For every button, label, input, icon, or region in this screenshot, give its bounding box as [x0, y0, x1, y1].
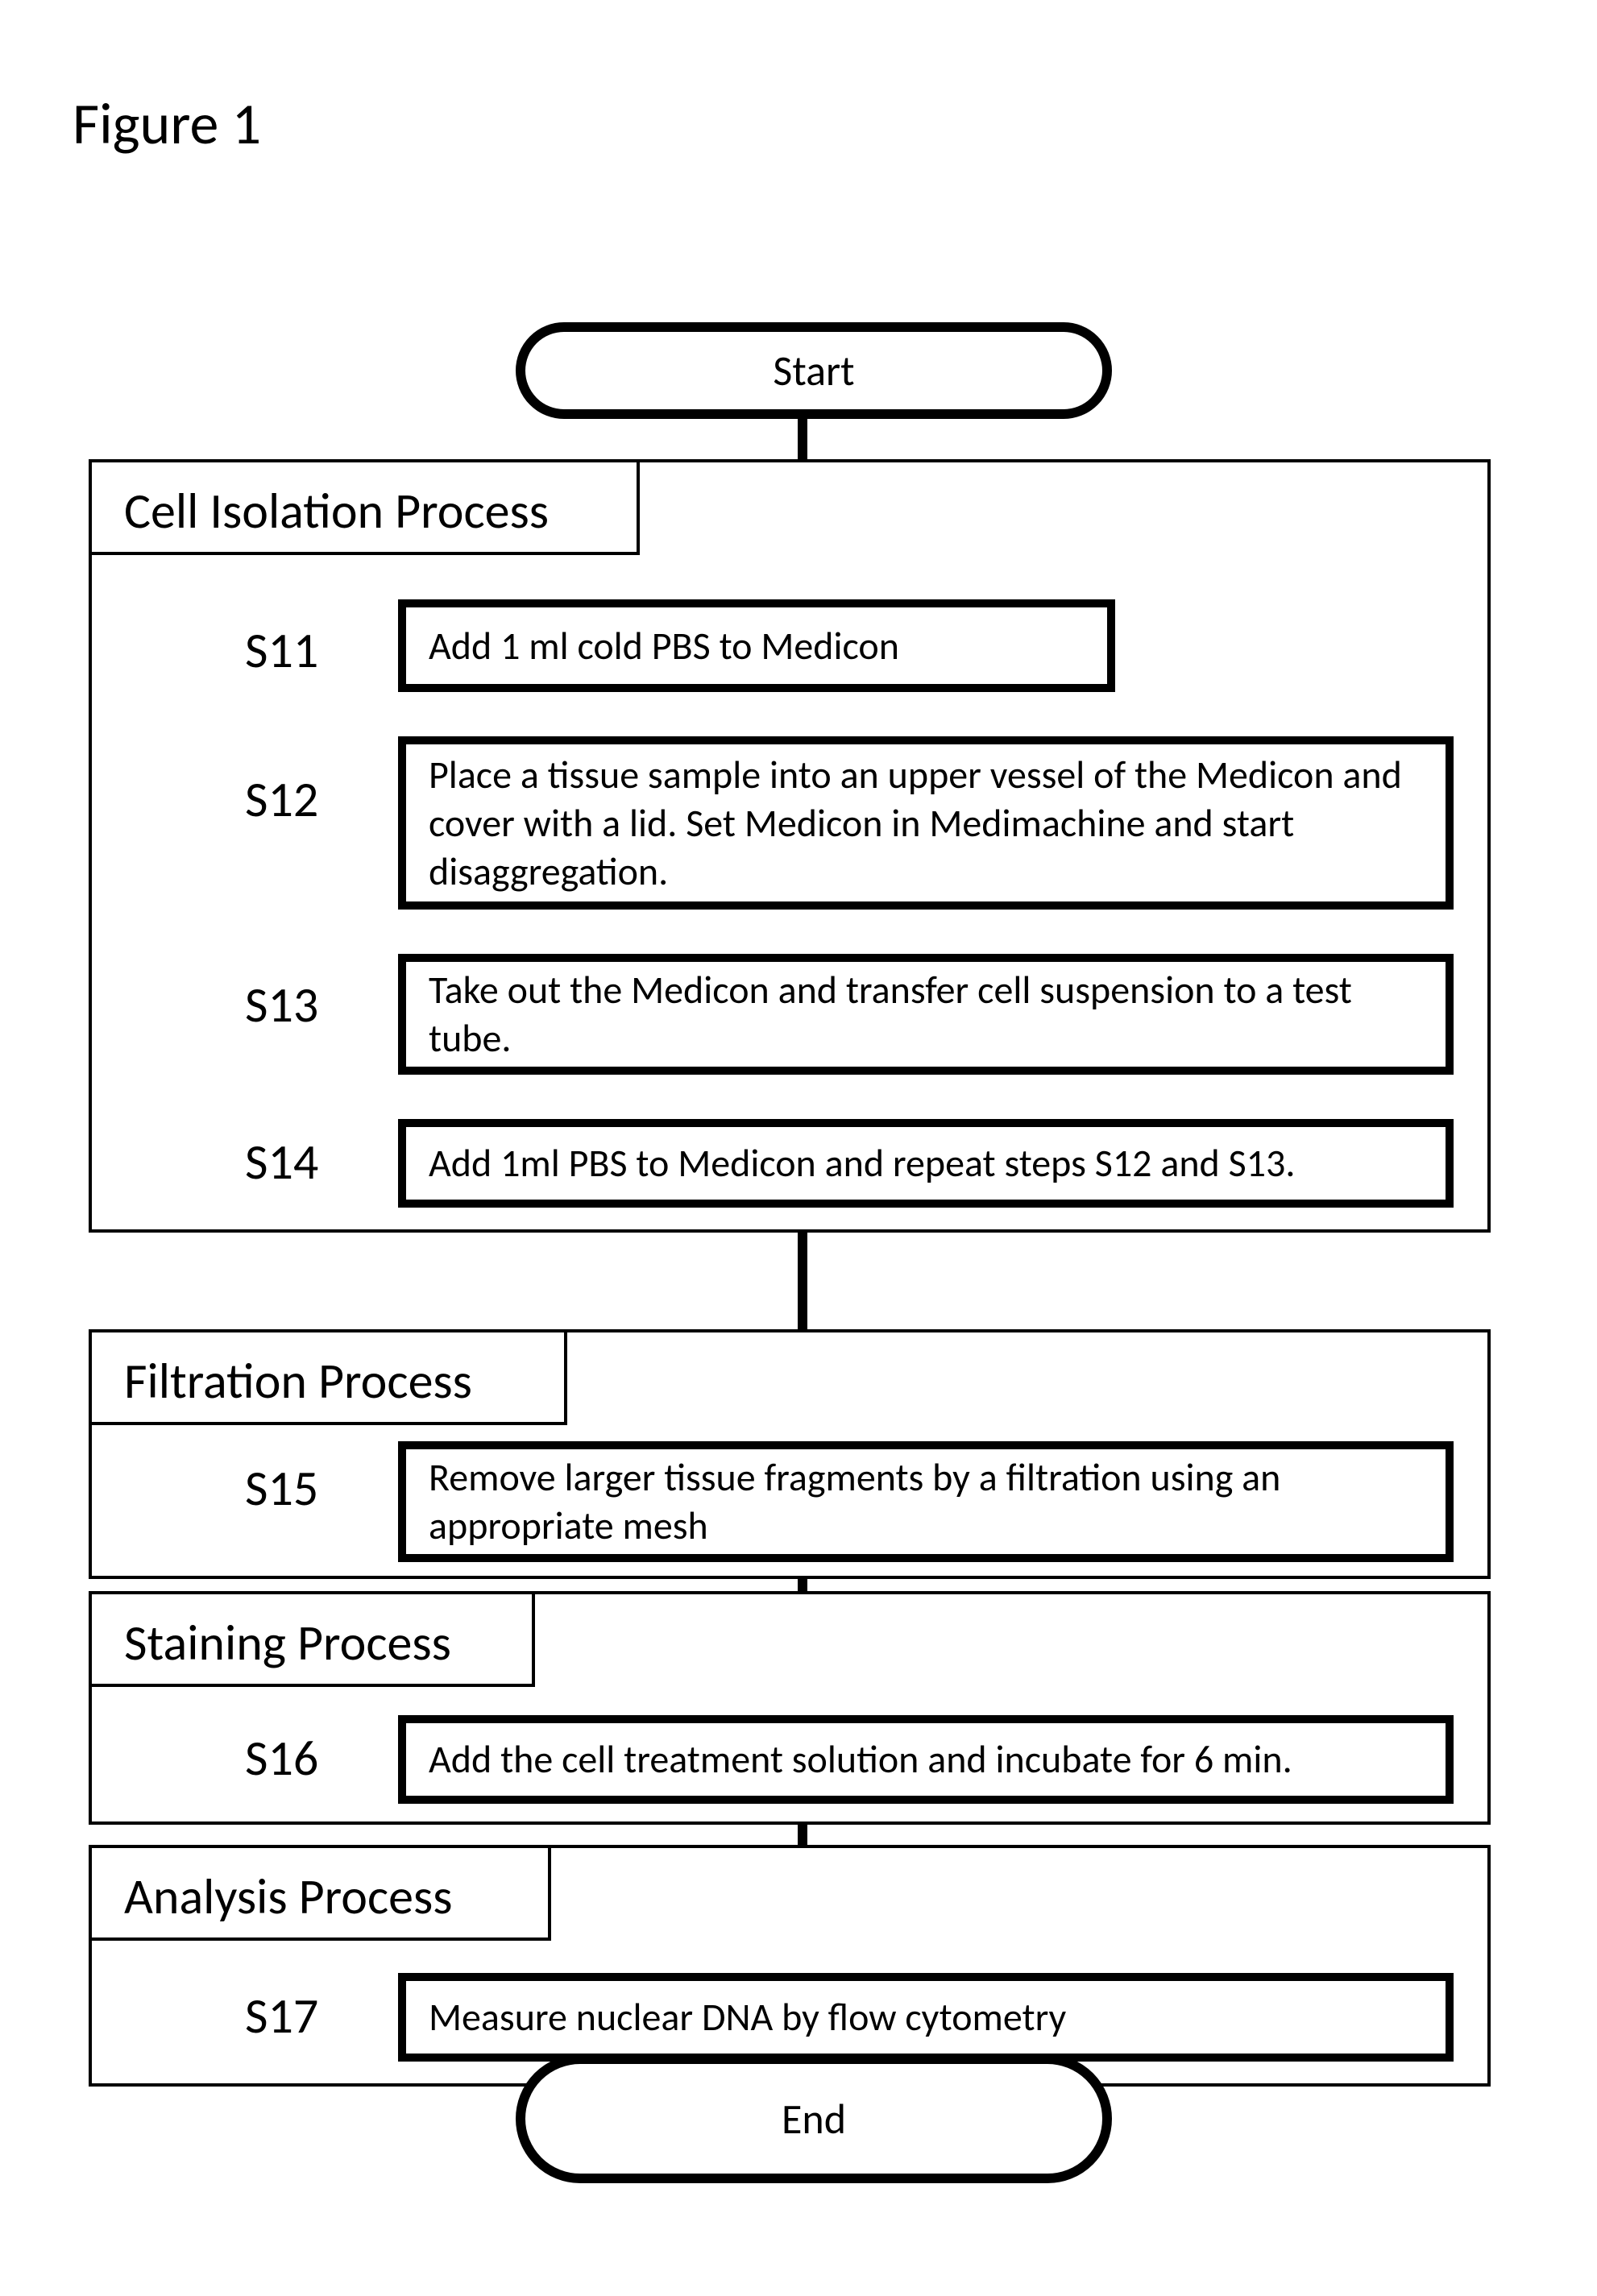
section-title: Cell Isolation Process — [124, 480, 549, 541]
step-box: Add 1 ml cold PBS to Medicon — [398, 599, 1115, 692]
process-section: Filtration Process S15 Remove larger tissu… — [89, 1329, 1491, 1579]
step-box: Add 1ml PBS to Medicon and repeat steps … — [398, 1119, 1454, 1208]
figure-title: Figure 1 — [73, 89, 261, 160]
step-box: Add the cell treatment solution and incu… — [398, 1715, 1454, 1804]
step-text: Add 1ml PBS to Medicon and repeat steps … — [429, 1139, 1295, 1187]
terminator-end: End — [516, 2054, 1112, 2183]
section-title: Staining Process — [124, 1612, 451, 1673]
terminator-start-label: Start — [773, 345, 854, 396]
process-section: Cell Isolation Process S11 Add 1 ml cold P… — [89, 459, 1491, 1233]
step-text: Take out the Medicon and transfer cell s… — [429, 966, 1423, 1063]
step-id-label: S15 — [245, 1457, 318, 1519]
step-id-label: S13 — [245, 974, 318, 1035]
step-text: Remove larger tissue fragments by a filt… — [429, 1453, 1423, 1550]
step-box: Place a tissue sample into an upper vess… — [398, 736, 1454, 910]
step-id-label: S16 — [245, 1727, 318, 1788]
process-section: Analysis Process S17 Measure nuclear DNA b… — [89, 1845, 1491, 2087]
section-title: Analysis Process — [124, 1866, 453, 1927]
terminator-start: Start — [516, 322, 1112, 419]
section-title: Filtration Process — [124, 1350, 472, 1411]
step-box: Take out the Medicon and transfer cell s… — [398, 954, 1454, 1075]
step-id-label: S14 — [245, 1131, 318, 1192]
step-box: Remove larger tissue fragments by a filt… — [398, 1441, 1454, 1562]
step-text: Add 1 ml cold PBS to Medicon — [429, 622, 899, 670]
step-box: Measure nuclear DNA by flow cytometry — [398, 1973, 1454, 2062]
step-id-label: S12 — [245, 769, 318, 830]
step-text: Measure nuclear DNA by flow cytometry — [429, 1993, 1066, 2041]
terminator-end-label: End — [782, 2093, 846, 2145]
step-id-label: S11 — [245, 620, 318, 681]
step-text: Place a tissue sample into an upper vess… — [429, 751, 1423, 896]
step-text: Add the cell treatment solution and incu… — [429, 1735, 1292, 1784]
step-id-label: S17 — [245, 1985, 318, 2046]
process-section: Staining Process S16 Add the cell treatmen… — [89, 1591, 1491, 1825]
